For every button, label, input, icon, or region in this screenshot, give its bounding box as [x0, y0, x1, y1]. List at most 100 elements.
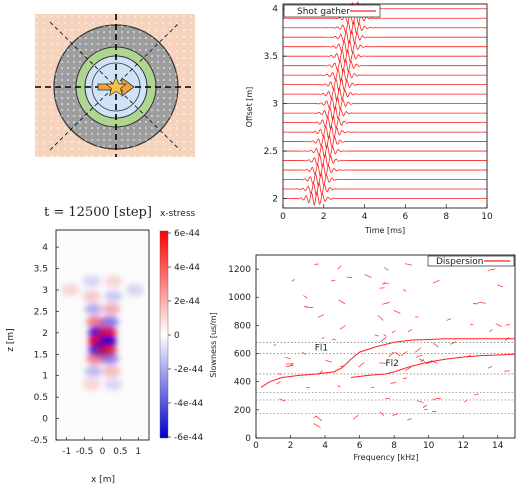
- stress-lobe: [125, 284, 144, 296]
- stress-lobe: [98, 326, 117, 339]
- shot-trace: [283, 124, 487, 140]
- stress-lobe: [82, 290, 101, 303]
- x-tick-label: 0.5: [113, 447, 127, 457]
- shot-trace: [283, 48, 487, 64]
- dispersion-pick: [432, 398, 437, 401]
- stress-lobe: [61, 284, 80, 296]
- y-tick-label: 2: [42, 329, 48, 339]
- dispersion-pick: [504, 337, 510, 341]
- shot-gather-ylabel: Offset [m]: [245, 87, 254, 128]
- shot-trace: [283, 114, 487, 131]
- dispersion-plot-frame: [255, 254, 516, 439]
- shot-trace: [283, 67, 487, 83]
- y-tick-label: 2.5: [264, 147, 278, 157]
- dispersion-pick: [291, 278, 295, 282]
- dispersion-pick: [418, 358, 425, 362]
- y-tick-label: 3.5: [34, 265, 48, 275]
- dispersion-pick: [337, 265, 342, 270]
- shot-trace: [283, 95, 487, 112]
- y-tick-label: 1.5: [34, 350, 48, 360]
- x-tick-label: 0: [100, 447, 106, 457]
- dispersion-pick: [446, 318, 452, 321]
- dispersion-pick: [415, 354, 423, 358]
- dispersion-pick: [467, 354, 471, 358]
- dispersion-pick: [435, 398, 442, 400]
- y-tick-label: 2: [272, 195, 278, 205]
- x-tick-label: 4: [322, 441, 328, 451]
- colorbar-tick-label: -4e-44: [174, 399, 203, 409]
- stress-lobe: [104, 275, 123, 288]
- dispersion-pick: [388, 351, 394, 358]
- x-tick-label: 8: [443, 212, 449, 222]
- shot-trace: [283, 38, 487, 55]
- x-tick-label: 6: [357, 441, 363, 451]
- dispersion-pick: [305, 306, 314, 309]
- dispersion-pick: [285, 364, 294, 368]
- x-tick-label: -1: [62, 447, 71, 457]
- dispersion-pick: [422, 404, 427, 409]
- stress-snapshot-chart: t = 12500 [step] x-stress -1 -0.5 0 0.5 1 -0.…: [6, 205, 203, 485]
- y-tick-label: 3: [272, 100, 278, 110]
- dispersion-pick: [402, 289, 407, 292]
- x-tick-label: -0.5: [76, 447, 94, 457]
- dispersion-pick: [277, 373, 282, 375]
- shot-trace: [283, 152, 487, 169]
- dispersion-pick: [433, 342, 439, 348]
- dispersion-pick: [393, 309, 401, 314]
- shot-gather-legend-label: Shot gather: [297, 7, 350, 17]
- y-tick-label: 1000: [228, 293, 251, 303]
- shot-trace: [283, 29, 487, 45]
- star-icon: [105, 76, 127, 97]
- y-tick-label: 2.5: [34, 307, 48, 317]
- x-tick-label: 2: [321, 212, 327, 222]
- dispersion-pick: [313, 415, 317, 419]
- colorbar-tick-label: 0: [174, 331, 180, 341]
- stress-lobe: [104, 378, 123, 391]
- shot-trace: [283, 133, 487, 150]
- dispersion-pick: [414, 347, 422, 353]
- snapshot-ylabel: z [m]: [6, 328, 16, 351]
- x-tick-label: 8: [391, 441, 397, 451]
- dispersion-pick: [504, 370, 510, 372]
- x-tick-label: 14: [492, 441, 504, 451]
- dispersion-pick: [347, 276, 353, 279]
- dispersion-pick: [391, 330, 396, 334]
- dispersion-pick: [380, 337, 387, 343]
- dispersion-pick: [279, 398, 286, 402]
- y-tick-label: 0: [42, 415, 48, 425]
- x-tick-label: 1: [135, 447, 141, 457]
- dispersion-pick: [400, 351, 408, 356]
- shot-trace: [283, 57, 487, 74]
- y-tick-label: 600: [234, 350, 251, 360]
- dispersion-pick: [407, 329, 413, 333]
- shot-gather-legend: Shot gather: [283, 4, 381, 18]
- shot-gather-plot-frame: [282, 3, 488, 209]
- stress-lobe: [82, 378, 101, 391]
- dispersion-pick: [303, 295, 308, 299]
- dispersion-pick: [420, 359, 424, 362]
- shot-trace: [283, 20, 487, 36]
- shot-trace: [283, 105, 487, 121]
- dispersion-pick: [407, 418, 413, 421]
- dispersion-pick: [487, 366, 493, 369]
- stress-lobe: [102, 303, 121, 316]
- dispersion-pick: [317, 314, 324, 318]
- stress-lobe: [82, 275, 101, 288]
- stress-lobe: [84, 365, 103, 378]
- y-tick-label: 0: [245, 434, 251, 444]
- dispersion-pick: [276, 381, 281, 385]
- dispersion-pick: [430, 360, 438, 364]
- dispersion-pick: [497, 284, 504, 288]
- dispersion-legend-label: Dispersion: [436, 257, 483, 267]
- dispersion-pick: [478, 301, 486, 304]
- y-tick-label: 800: [234, 321, 251, 331]
- snapshot-xlabel: x [m]: [91, 475, 115, 485]
- dispersion-pick: [383, 334, 387, 337]
- dispersion-pick: [432, 279, 440, 284]
- dispersion-pick: [321, 337, 325, 339]
- dispersion-pick: [390, 382, 396, 384]
- dispersion-pick: [377, 315, 384, 321]
- dispersion-pick: [487, 268, 496, 271]
